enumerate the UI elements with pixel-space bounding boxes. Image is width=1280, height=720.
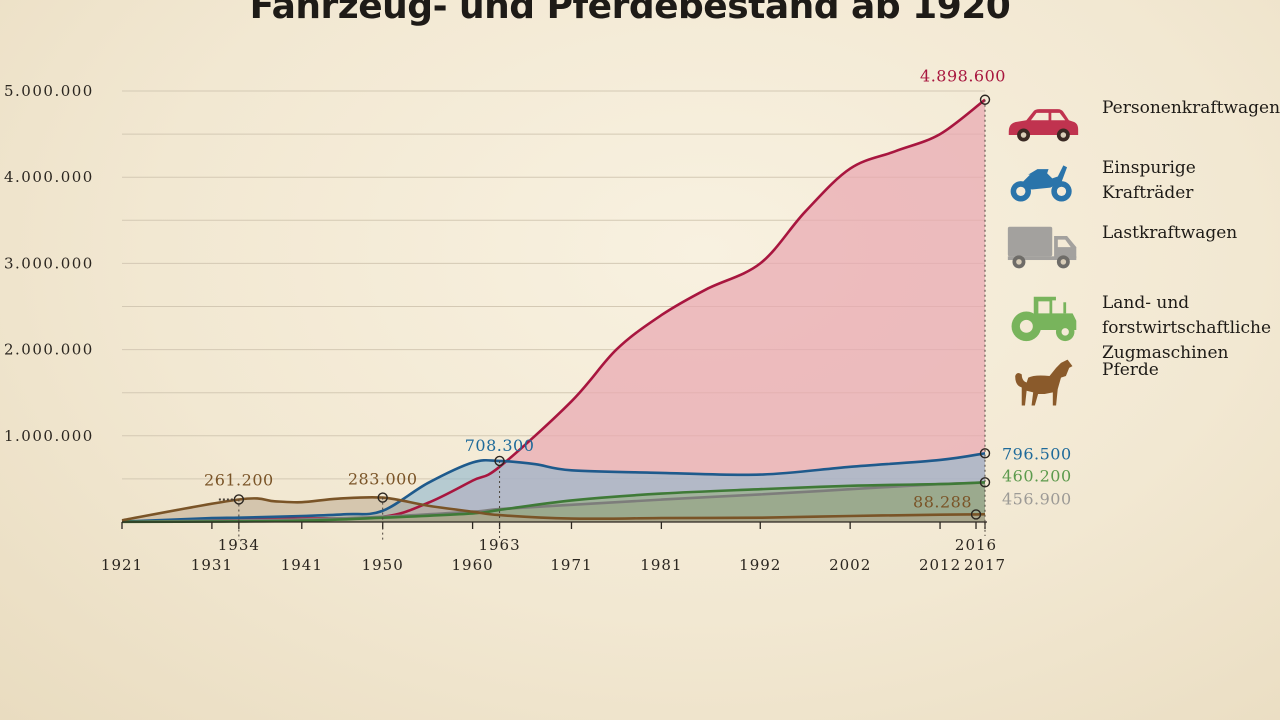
x-tick-label: 1934 (218, 536, 260, 554)
x-tick-label: 2012 (919, 556, 961, 574)
x-tick-label: 1981 (640, 556, 682, 574)
legend-item-lkw: Lastkraftwagen (1006, 221, 1280, 281)
legend-item-pferde: Pferde (1006, 358, 1280, 418)
y-tick-label: 5.000.000 (4, 82, 94, 100)
line-krad (121, 452, 986, 523)
annotation-marker (233, 494, 245, 505)
legend-label-pferde: Pferde (1102, 360, 1159, 380)
chart-title: Fahrzeug- und Pferdebestand ab 1920 (249, 0, 1011, 27)
x-tick-label: 2016 (955, 536, 997, 554)
data-label: 456.900 (1002, 490, 1072, 509)
legend-label-krad: Einspurige Krafträder (1102, 158, 1196, 203)
motorcycle-icon (1010, 165, 1072, 202)
annotations: 4.898.600 708.300 261.200 283.000 88.288 796.… (204, 67, 1072, 540)
x-tick-label: 1992 (739, 556, 781, 574)
legend-label-traktor: Land- und forstwirtschaftliche Zugmaschi… (1102, 293, 1272, 363)
tractor-icon (1011, 296, 1077, 342)
area-pkw (122, 99, 985, 522)
truck-icon (1007, 226, 1077, 269)
x-tick-label: 1950 (362, 556, 404, 574)
data-label: 88.288 (913, 492, 972, 511)
data-label: 4.898.600 (920, 67, 1006, 86)
horse-icon (1015, 359, 1073, 406)
y-tick-label: 3.000.000 (4, 254, 94, 272)
annotation-marker (979, 94, 991, 105)
x-tick-label: 1931 (191, 556, 233, 574)
legend-item-krad: Einspurige Krafträder (1006, 156, 1280, 216)
y-tick-label: 1.000.000 (4, 427, 94, 445)
y-tick-label: 4.000.000 (4, 168, 94, 186)
area-traktor (122, 482, 985, 522)
data-label: 460.200 (1002, 466, 1072, 485)
x-tick-label: 2002 (829, 556, 871, 574)
annotation-marker (494, 455, 505, 467)
annotation-marker (979, 448, 991, 459)
data-label: 708.300 (465, 436, 535, 455)
annotation-marker (970, 509, 982, 520)
data-label: 283.000 (348, 470, 418, 489)
legend-label-lkw: Lastkraftwagen (1102, 223, 1238, 243)
data-label: 261.200 (204, 470, 274, 489)
x-tick-label: 1921 (101, 556, 143, 574)
legend-label-pkw: Personenkraftwagen (1102, 98, 1280, 118)
car-icon (1008, 109, 1079, 142)
series-lines (121, 98, 986, 524)
x-tick-label: 1963 (478, 536, 520, 554)
data-label: 796.500 (1002, 444, 1072, 463)
x-tick-label: 1960 (452, 556, 494, 574)
x-tick-label: 2017 (964, 556, 1006, 574)
line-traktor (121, 481, 986, 524)
x-tick-label: 1971 (550, 556, 592, 574)
legend-item-traktor: Land- und forstwirtschaftliche Zugmaschi… (1006, 291, 1280, 363)
x-tick-label: 1941 (281, 556, 323, 574)
legend-item-pkw: Personenkraftwagen (1006, 96, 1280, 156)
annotation-marker (979, 477, 991, 488)
y-tick-label: 2.000.000 (4, 341, 94, 359)
annotation-marker (377, 492, 388, 503)
line-pferde (121, 495, 986, 522)
series-areas (122, 99, 985, 522)
axes: 1.000.000 2.000.000 3.000.000 4.000.000 5.00… (4, 82, 1006, 574)
